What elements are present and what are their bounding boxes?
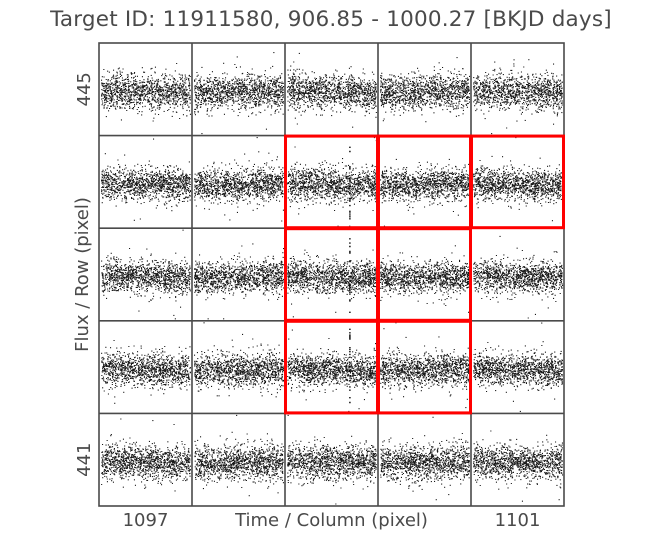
pixel-panel-row-441-col-1098 [194, 414, 284, 497]
flux-points [194, 243, 285, 320]
flux-points [287, 137, 378, 227]
flux-points [473, 59, 563, 135]
panel-grid [101, 52, 564, 505]
pixel-panel-row-442-col-1101 [473, 322, 563, 412]
flux-outliers [349, 238, 351, 313]
pixel-panel-row-445-col-1101 [473, 59, 563, 135]
pixel-panel-row-443-col-1101 [473, 235, 564, 319]
flux-points [380, 57, 471, 123]
flux-points [101, 62, 191, 122]
pixel-panel-row-444-col-1097 [101, 138, 191, 221]
outer-frame [98, 42, 565, 507]
pixel-panel-row-441-col-1097 [101, 418, 191, 492]
pixel-panel-row-442-col-1097 [101, 339, 191, 404]
pixel-panel-row-442-col-1100 [380, 322, 471, 409]
pixel-panel-row-443-col-1098 [194, 243, 285, 320]
flux-outliers [349, 328, 351, 404]
pixel-panel-row-445-col-1100 [380, 57, 471, 123]
flux-points [473, 137, 564, 222]
flux-points [287, 414, 377, 505]
flux-points [287, 52, 377, 128]
flux-points [287, 329, 377, 412]
pixel-panel-row-443-col-1100 [380, 245, 471, 313]
axis-labels: 1097 1101 445 441 Time / Column (pixel) Flux … [72, 72, 540, 531]
chart-title: Target ID: 11911580, 906.85 - 1000.27 [B… [50, 7, 612, 32]
flux-points [194, 137, 284, 222]
pixel-panel-row-444-col-1099 [287, 137, 378, 227]
pixel-panel-row-443-col-1099 [287, 238, 377, 318]
x-axis-label: Time / Column (pixel) [234, 510, 428, 531]
aperture-pixel-row-444-col-1101 [470, 134, 565, 230]
flux-points [380, 416, 470, 501]
flux-outliers [349, 146, 351, 220]
flux-points [194, 414, 284, 497]
pixel-panel-row-441-col-1100 [380, 416, 470, 501]
pixel-panel-row-443-col-1097 [101, 229, 191, 320]
pixel-panel-row-441-col-1099 [287, 414, 377, 505]
flux-points [287, 249, 377, 318]
x-tick-label: 1101 [495, 510, 541, 531]
pixel-panel-row-444-col-1101 [473, 137, 564, 222]
flux-points [194, 322, 285, 398]
y-axis-label: Flux / Row (pixel) [72, 197, 93, 352]
pixel-panel-row-441-col-1101 [473, 430, 564, 502]
aperture-mask [284, 134, 565, 415]
flux-points [101, 138, 191, 221]
pixel-panel-row-445-col-1098 [194, 52, 285, 135]
flux-points [194, 52, 285, 135]
y-tick-label: 441 [74, 443, 95, 477]
flux-points [101, 339, 191, 404]
pixel-panel-row-444-col-1098 [194, 137, 284, 222]
flux-points [473, 235, 564, 319]
y-tick-label: 445 [74, 72, 95, 106]
x-tick-label: 1097 [123, 510, 169, 531]
flux-points [101, 418, 191, 492]
pixel-panel-row-445-col-1097 [101, 62, 191, 122]
flux-points [380, 158, 471, 227]
pixel-panel-row-444-col-1100 [380, 158, 471, 227]
pixel-panel-row-445-col-1099 [287, 52, 377, 128]
flux-points [473, 430, 564, 502]
pixel-panel-row-442-col-1098 [194, 322, 285, 398]
flux-points [473, 322, 563, 412]
aperture-pixel-row-442-col-1100 [377, 319, 472, 415]
flux-points [380, 322, 471, 409]
pixel-panel-row-442-col-1099 [287, 328, 377, 412]
flux-points [101, 229, 191, 320]
flux-points [380, 245, 471, 313]
